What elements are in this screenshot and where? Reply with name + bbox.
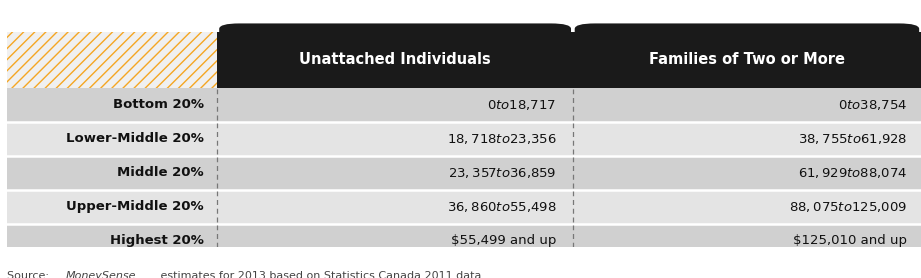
Text: Source: MoneySense: Source: MoneySense (7, 271, 123, 278)
Text: $38,755 to $61,928: $38,755 to $61,928 (798, 131, 907, 146)
Text: Unattached Individuals: Unattached Individuals (299, 52, 491, 67)
Bar (7, 156, 921, 190)
FancyBboxPatch shape (219, 23, 571, 82)
Bar (7, 32, 217, 88)
Text: $18,718 to $23,356: $18,718 to $23,356 (447, 131, 556, 146)
Bar (7, 224, 921, 258)
Bar (7, 88, 921, 121)
Text: Source:: Source: (7, 271, 52, 278)
FancyBboxPatch shape (575, 23, 919, 82)
Text: Bottom 20%: Bottom 20% (112, 98, 204, 111)
Text: $36,860 to $55,498: $36,860 to $55,498 (447, 200, 556, 214)
Text: $125,010 and up: $125,010 and up (793, 234, 907, 247)
Text: MoneySense: MoneySense (66, 271, 136, 278)
Bar (217, 32, 573, 88)
Text: $0 to $18,717: $0 to $18,717 (487, 98, 556, 111)
Text: $55,499 and up: $55,499 and up (451, 234, 556, 247)
Text: Lower-Middle 20%: Lower-Middle 20% (65, 132, 204, 145)
Text: estimates for 2013 based on Statistics Canada 2011 data: estimates for 2013 based on Statistics C… (157, 271, 482, 278)
Text: Upper-Middle 20%: Upper-Middle 20% (66, 200, 204, 213)
Text: Middle 20%: Middle 20% (117, 166, 204, 179)
Text: $23,357 to $36,859: $23,357 to $36,859 (449, 166, 556, 180)
Text: Families of Two or More: Families of Two or More (649, 52, 845, 67)
Text: $61,929 to $88,074: $61,929 to $88,074 (798, 166, 907, 180)
Bar (7, 121, 921, 156)
Text: Highest 20%: Highest 20% (110, 234, 204, 247)
Bar (7, 32, 217, 88)
Bar (573, 32, 921, 88)
Text: MoneySense: MoneySense (66, 271, 136, 278)
Text: $0 to $38,754: $0 to $38,754 (838, 98, 907, 111)
Bar (7, 190, 921, 224)
Text: $88,075 to $125,009: $88,075 to $125,009 (789, 200, 907, 214)
